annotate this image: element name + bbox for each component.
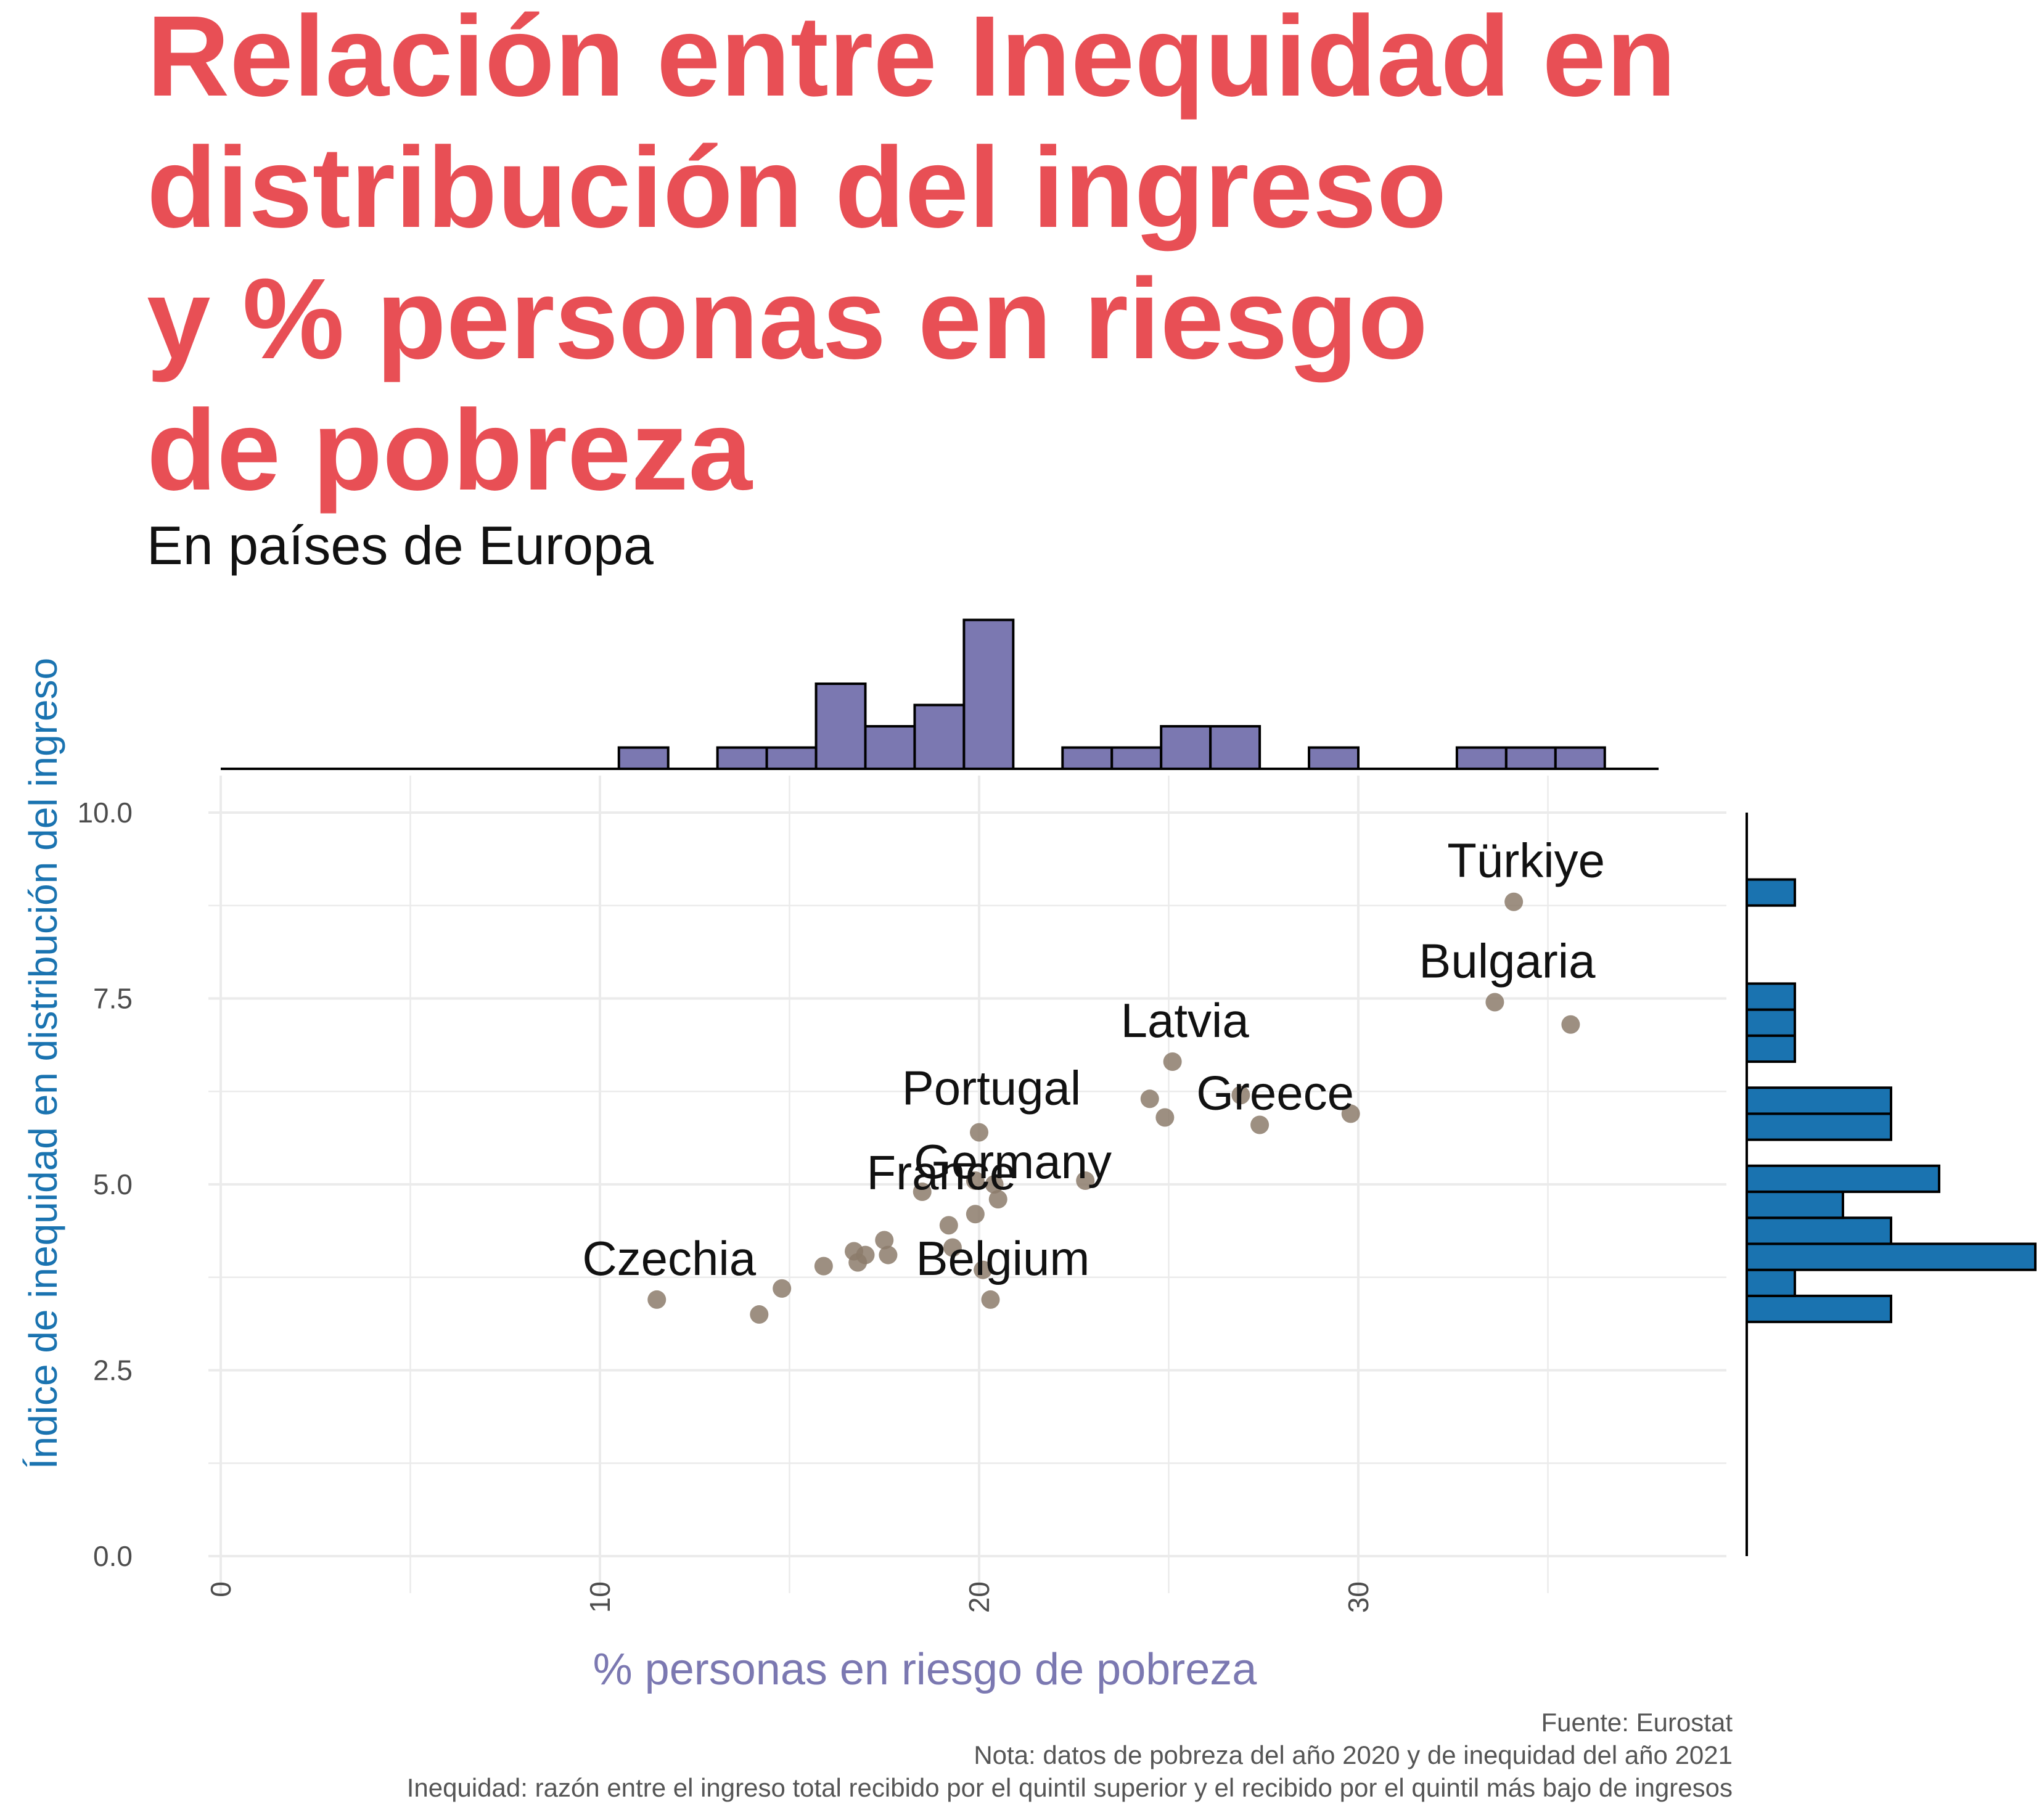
x-hist-bar [617,746,670,770]
scatter-point [647,1290,667,1309]
x-hist-bar [1308,746,1360,770]
x-hist-bar [962,618,1015,770]
point-label: Czechia [582,1231,756,1285]
title-line: Relación entre Inequidad en [147,0,1676,120]
y-tick-label: 7.5 [93,983,133,1015]
scatter-point [1341,1104,1360,1123]
y-tick-label: 0.0 [93,1540,133,1572]
y-tick-label: 2.5 [93,1355,133,1387]
x-tick-labels: 0 10 20 30 [205,1581,1374,1613]
scatter-point [750,1305,769,1324]
x-hist-bar [814,682,867,770]
scatter-point [913,1183,932,1202]
scatter-point [1231,1086,1250,1105]
scatter-point [1140,1089,1159,1109]
y-hist-bar [1746,1191,1844,1219]
y-hist-bar [1746,1268,1796,1297]
y-hist-bar [1746,878,1796,907]
scatter-point [1504,892,1524,911]
y-hist-bar [1746,1164,1940,1194]
scatter-points [647,892,1580,1324]
scatter-point [773,1279,792,1298]
chart-subtitle: En países de Europa [147,515,654,576]
title-line: y % personas en riesgo [147,255,1428,383]
y-hist-bar [1746,1086,1892,1115]
scatter-point [988,1190,1007,1209]
scatter-point [970,1123,988,1142]
caption-line: Fuente: Eurostat [1541,1708,1733,1737]
x-marginal-histogram [221,618,1659,770]
scatter-point [1076,1171,1095,1190]
title-line: de pobreza [147,387,753,514]
y-axis-title: Índice de inequidad en distribución del … [21,658,65,1469]
x-hist-bar [1455,746,1508,770]
point-label: Portugal [902,1061,1081,1115]
point-labels: Czechia France Portugal Belgium Germany Latvi… [582,834,1605,1285]
x-tick-label: 0 [205,1581,237,1597]
y-hist-bar [1746,1242,2037,1271]
scatter-point [966,1171,985,1190]
caption-line: Nota: datos de pobreza del año 2020 y de… [974,1740,1733,1769]
x-hist-bar [1110,746,1163,770]
scatter-point [1163,1052,1182,1072]
scatter-point [985,1175,1004,1194]
chart-title: Relación entre Inequidad endistribución … [147,0,1676,514]
scatter-point [1561,1015,1580,1034]
y-hist-bar [1746,1034,1796,1064]
scatter-point [974,1260,993,1279]
x-hist-bar [716,746,768,770]
y-hist-bar [1746,1216,1892,1245]
scatter-point [981,1290,1000,1309]
y-marginal-histogram [1746,813,2037,1556]
scatter-point [939,1216,958,1235]
scatter-point [966,1205,985,1224]
scatter-point [879,1245,898,1265]
x-hist-bar [1209,725,1262,770]
x-hist-bar [1554,746,1606,770]
scatter-point [1485,993,1504,1012]
caption: Fuente: Eurostat Nota: datos de pobreza d… [407,1708,1733,1802]
x-tick-label: 10 [584,1581,616,1613]
y-hist-bar [1746,1294,1892,1324]
x-hist-bar [1504,746,1557,770]
point-label: Türkiye [1447,834,1605,888]
y-hist-bar [1746,1008,1796,1037]
y-tick-labels: 0.0 2.5 5.0 7.5 10.0 [77,797,133,1572]
point-label: France [866,1146,1016,1200]
x-hist-bar [765,746,818,770]
scatter-point [814,1256,833,1276]
x-tick-label: 20 [963,1581,995,1613]
point-label: Greece [1196,1066,1354,1120]
point-label: Belgium [916,1231,1090,1285]
x-tick-label: 30 [1342,1581,1374,1613]
title-line: distribución del ingreso [147,124,1446,252]
y-hist-bar [1746,1112,1892,1141]
scatter-point [1250,1115,1270,1134]
x-hist-bar [864,725,916,770]
point-label: Bulgaria [1419,934,1596,988]
scatter-point [943,1238,962,1257]
point-label: Germany [914,1134,1112,1189]
x-hist-bar [1160,725,1212,770]
x-hist-bar [1061,746,1114,770]
x-axis-title: % personas en riesgo de pobreza [593,1645,1258,1694]
scatter-point [875,1231,894,1250]
y-tick-label: 10.0 [77,797,133,829]
caption-line: Inequidad: razón entre el ingreso total … [407,1773,1733,1802]
y-hist-bar [1746,982,1796,1011]
scatter-point [856,1245,875,1265]
y-tick-label: 5.0 [93,1168,133,1200]
x-hist-bar [913,703,966,770]
scatter-point [1155,1108,1175,1127]
point-label: Latvia [1121,993,1250,1047]
